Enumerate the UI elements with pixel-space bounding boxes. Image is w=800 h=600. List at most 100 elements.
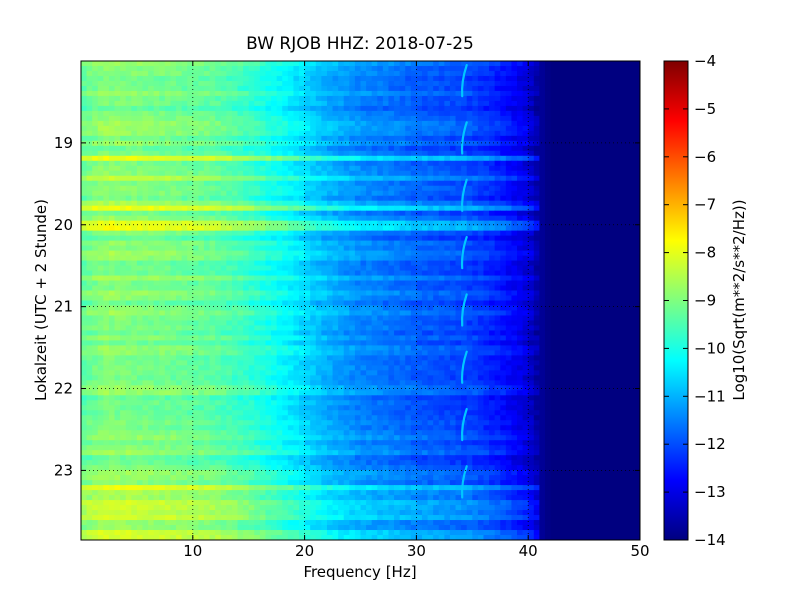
heatmap-cell [164, 180, 172, 187]
heatmap-cell [634, 85, 640, 92]
heatmap-cell [556, 270, 563, 277]
heatmap-cell [170, 285, 177, 292]
heatmap-cell [86, 225, 93, 232]
heatmap-cell [567, 155, 574, 162]
heatmap-cell [259, 210, 267, 217]
heatmap-cell [528, 240, 535, 247]
heatmap-cell [114, 160, 121, 167]
heatmap-cell [248, 75, 255, 82]
heatmap-cell [338, 130, 345, 137]
heatmap-cell [265, 105, 272, 112]
heatmap-cell [410, 135, 417, 142]
heatmap-cell [544, 300, 552, 307]
heatmap-cell [338, 285, 345, 292]
heatmap-cell [544, 275, 552, 282]
heatmap-cell [299, 115, 306, 122]
heatmap-cell [97, 130, 104, 137]
heatmap-cell [399, 95, 406, 102]
heatmap-cell [472, 165, 479, 172]
heatmap-cell [148, 120, 155, 127]
heatmap-cell [97, 280, 104, 287]
heatmap-cell [578, 200, 585, 207]
heatmap-cell [326, 290, 334, 297]
heatmap-cell [92, 200, 99, 207]
heatmap-cell [276, 270, 283, 277]
heatmap-cell [86, 65, 93, 72]
heatmap-cell [97, 135, 104, 142]
heatmap-cell [108, 70, 116, 77]
heatmap-cell [338, 225, 345, 232]
heatmap-cell [209, 170, 216, 177]
heatmap-cell [533, 235, 540, 242]
heatmap-cell [231, 160, 239, 167]
heatmap-cell [282, 70, 289, 77]
heatmap-cell [477, 135, 485, 142]
heatmap-cell [354, 155, 362, 162]
heatmap-cell [405, 270, 412, 277]
heatmap-cell [114, 235, 121, 242]
heatmap-cell [92, 220, 99, 227]
heatmap-cell [433, 120, 440, 127]
heatmap-cell [321, 300, 328, 307]
heatmap-cell [215, 140, 222, 147]
heatmap-cell [421, 150, 429, 157]
heatmap-cell [539, 165, 546, 172]
heatmap-cell [461, 110, 468, 117]
heatmap-cell [271, 120, 278, 127]
heatmap-cell [203, 80, 211, 87]
heatmap-cell [226, 85, 233, 92]
heatmap-cell [606, 240, 613, 247]
heatmap-cell [511, 110, 518, 117]
heatmap-cell [148, 165, 155, 172]
heatmap-cell [321, 61, 328, 67]
heatmap-cell [623, 170, 630, 177]
heatmap-cell [511, 210, 518, 217]
heatmap-cell [477, 120, 485, 127]
heatmap-cell [522, 150, 529, 157]
heatmap-cell [131, 255, 138, 262]
heatmap-cell [500, 250, 507, 257]
heatmap-cell [617, 245, 624, 252]
heatmap-cell [287, 280, 295, 287]
heatmap-cell [304, 140, 311, 147]
heatmap-cell [86, 115, 93, 122]
heatmap-cell [81, 165, 88, 172]
heatmap-cell [500, 70, 507, 77]
heatmap-cell [304, 185, 311, 192]
heatmap-cell [500, 190, 507, 197]
heatmap-cell [360, 135, 367, 142]
heatmap-cell [466, 265, 473, 272]
heatmap-cell [192, 225, 199, 232]
heatmap-cell [259, 250, 267, 257]
heatmap-cell [449, 265, 457, 272]
heatmap-cell [533, 165, 540, 172]
heatmap-cell [382, 225, 390, 232]
heatmap-cell [338, 110, 345, 117]
heatmap-cell [231, 135, 239, 142]
heatmap-cell [539, 275, 546, 282]
heatmap-cell [326, 275, 334, 282]
heatmap-cell [489, 115, 496, 122]
heatmap-cell [405, 305, 412, 312]
heatmap-cell [617, 290, 624, 297]
heatmap-cell [494, 185, 501, 192]
heatmap-cell [500, 130, 507, 137]
heatmap-cell [315, 245, 322, 252]
heatmap-cell [600, 290, 608, 297]
heatmap-cell [215, 115, 222, 122]
heatmap-cell [517, 180, 524, 187]
heatmap-cell [343, 220, 350, 227]
heatmap-cell [539, 220, 546, 227]
heatmap-cell [572, 115, 580, 122]
heatmap-cell [628, 150, 636, 157]
heatmap-cell [595, 180, 602, 187]
heatmap-cell [170, 290, 177, 297]
heatmap-cell [449, 230, 457, 237]
heatmap-cell [203, 280, 211, 287]
heatmap-cell [606, 70, 613, 77]
heatmap-cell [114, 61, 121, 67]
heatmap-cell [220, 230, 227, 237]
heatmap-cell [556, 160, 563, 167]
heatmap-cell [382, 195, 390, 202]
heatmap-cell [271, 205, 278, 212]
